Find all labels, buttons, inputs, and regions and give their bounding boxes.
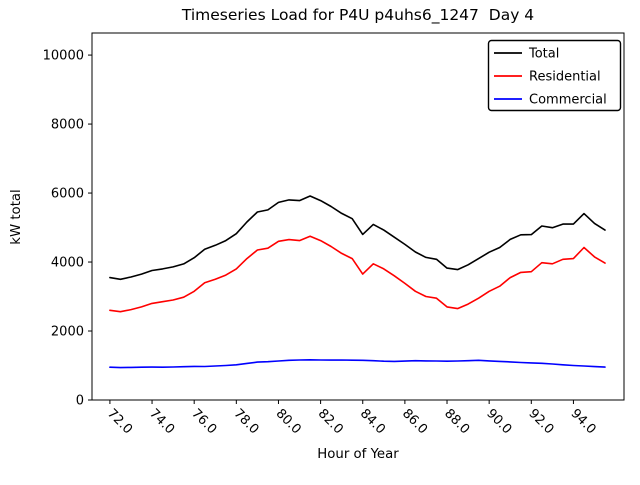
series-lines bbox=[109, 195, 606, 369]
legend: Total Residential Commercial bbox=[487, 39, 622, 112]
chart-title: Timeseries Load for P4U p4uhs6_1247 Day … bbox=[181, 6, 534, 25]
legend-item-total: Total bbox=[494, 47, 559, 62]
legend-box bbox=[487, 39, 622, 112]
legend-label: Total bbox=[528, 47, 559, 62]
y-tick-label: 2000 bbox=[51, 325, 84, 340]
legend-label: Commercial bbox=[529, 93, 607, 108]
x-axis-label: Hour of Year bbox=[317, 447, 399, 462]
axes-border bbox=[91, 32, 625, 401]
y-tick-label: 4000 bbox=[51, 256, 84, 271]
legend-item-commercial: Commercial bbox=[494, 93, 607, 108]
y-axis-label: kW total bbox=[9, 189, 24, 244]
y-tick-label: 8000 bbox=[51, 118, 84, 133]
y-tick-label: 0 bbox=[76, 394, 84, 409]
y-tick-label: 6000 bbox=[51, 187, 84, 202]
legend-item-residential: Residential bbox=[494, 70, 601, 85]
y-tick-label: 10000 bbox=[43, 49, 84, 64]
series-line-residential bbox=[109, 235, 606, 313]
y-axis-ticks: 0 2000 4000 6000 8000 10000 bbox=[43, 49, 92, 409]
legend-label: Residential bbox=[529, 70, 601, 85]
series-line-total bbox=[109, 195, 606, 281]
series-line-commercial bbox=[109, 358, 606, 369]
